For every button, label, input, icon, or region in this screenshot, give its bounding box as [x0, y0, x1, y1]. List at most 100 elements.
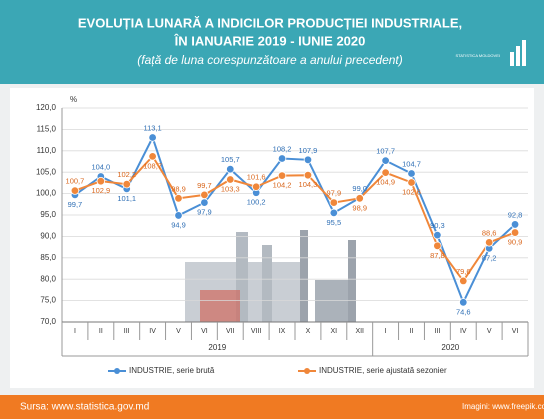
logo-bar	[522, 40, 526, 66]
series-marker	[123, 180, 131, 188]
credit: Imagini: www.freepik.com	[462, 402, 544, 411]
y-tick-label: 105,0	[36, 167, 57, 176]
legend-label: INDUSTRIE, serie ajustată sezonier	[319, 366, 447, 375]
data-label: 113,1	[144, 124, 162, 133]
x-tick-label: III	[124, 328, 130, 335]
data-label: 105,7	[221, 155, 240, 164]
logo-bar	[516, 46, 520, 66]
series-marker	[201, 199, 209, 207]
data-label: 98,9	[352, 203, 367, 212]
y-tick-label: 110,0	[37, 146, 57, 155]
building	[200, 290, 240, 322]
y-axis-label: %	[70, 95, 77, 104]
data-label: 108,7	[143, 161, 162, 170]
tower	[348, 240, 356, 322]
data-label: 94,9	[171, 220, 186, 229]
x-tick-label: VIII	[251, 328, 262, 335]
data-label: 100,2	[247, 198, 266, 207]
x-group-label: 2020	[441, 343, 459, 352]
y-tick-label: 85,0	[40, 253, 56, 262]
series-marker	[278, 155, 286, 163]
x-tick-label: II	[99, 328, 103, 335]
legend-marker	[304, 368, 310, 374]
x-tick-label: V	[487, 328, 492, 335]
data-label: 104,2	[273, 181, 292, 190]
data-label: 88,6	[482, 228, 497, 237]
data-label: 90,9	[508, 238, 523, 247]
x-tick-label: IX	[279, 328, 286, 335]
y-tick-label: 115,0	[37, 125, 57, 134]
chart: EVOLUȚIA LUNARĂ A INDICILOR PRODUCȚIEI I…	[0, 0, 544, 419]
series-marker	[485, 239, 493, 247]
data-label: 104,0	[91, 162, 110, 171]
series-marker	[408, 179, 416, 187]
data-label: 79,6	[456, 267, 471, 276]
x-tick-label: VI	[201, 328, 208, 335]
x-tick-label: V	[176, 328, 181, 335]
series-marker	[356, 195, 364, 203]
series-marker	[408, 170, 416, 178]
data-label: 74,6	[456, 307, 471, 316]
source: Sursa: www.statistica.gov.md	[20, 402, 149, 413]
series-marker	[330, 209, 338, 217]
data-label: 104,7	[402, 159, 421, 168]
series-marker	[71, 187, 79, 195]
x-tick-label: II	[410, 328, 414, 335]
data-label: 97,9	[327, 189, 342, 198]
chart-title: ÎN IANUARIE 2019 - IUNIE 2020	[174, 33, 366, 48]
series-marker	[511, 221, 519, 229]
series-marker	[304, 156, 312, 164]
data-label: 99,7	[197, 181, 212, 190]
data-label: 108,2	[273, 144, 292, 153]
x-tick-label: VI	[512, 328, 519, 335]
series-marker	[434, 242, 442, 250]
x-tick-label: I	[74, 328, 76, 335]
data-label: 101,1	[117, 194, 136, 203]
data-label: 103,3	[221, 184, 240, 193]
data-label: 102,6	[402, 187, 421, 196]
chart-subtitle: (față de luna corespunzătoare a anului p…	[137, 53, 403, 67]
series-marker	[175, 195, 183, 203]
x-tick-label: XII	[355, 328, 364, 335]
y-tick-label: 90,0	[40, 232, 56, 241]
chart-title: EVOLUȚIA LUNARĂ A INDICILOR PRODUCȚIEI I…	[78, 15, 462, 30]
series-marker	[175, 212, 183, 220]
series-marker	[382, 169, 390, 177]
series-marker	[149, 153, 157, 161]
logo-text: STATISTICA MOLDOVEI	[455, 53, 500, 58]
chimney	[262, 245, 272, 322]
data-label: 104,9	[376, 178, 395, 187]
data-label: 97,9	[197, 208, 212, 217]
data-label: 104,3	[299, 180, 318, 189]
data-label: 102,9	[91, 186, 110, 195]
x-tick-label: IV	[460, 328, 467, 335]
data-label: 87,8	[430, 251, 445, 260]
x-tick-label: III	[434, 328, 440, 335]
data-label: 99,0	[352, 184, 367, 193]
series-marker	[459, 277, 467, 285]
series-marker	[278, 172, 286, 180]
series-marker	[459, 299, 467, 307]
data-label: 107,9	[299, 146, 318, 155]
x-tick-label: X	[306, 328, 311, 335]
data-label: 101,6	[247, 173, 266, 182]
x-tick-label: IV	[149, 328, 156, 335]
data-label: 107,7	[376, 147, 395, 156]
series-marker	[382, 157, 390, 165]
series-marker	[97, 177, 105, 185]
x-tick-label: XI	[331, 328, 338, 335]
page: EVOLUȚIA LUNARĂ A INDICILOR PRODUCȚIEI I…	[0, 0, 544, 419]
series-marker	[226, 176, 234, 184]
data-label: 87,2	[482, 253, 497, 262]
series-marker	[330, 199, 338, 207]
series-marker	[304, 171, 312, 179]
tower	[300, 230, 308, 322]
series-marker	[226, 165, 234, 173]
legend-label: INDUSTRIE, serie brută	[129, 366, 215, 375]
series-marker	[252, 183, 260, 191]
data-label: 90,3	[430, 221, 445, 230]
y-tick-label: 120,0	[36, 103, 57, 112]
data-label: 98,9	[171, 184, 186, 193]
x-tick-label: I	[385, 328, 387, 335]
y-tick-label: 95,0	[40, 210, 56, 219]
